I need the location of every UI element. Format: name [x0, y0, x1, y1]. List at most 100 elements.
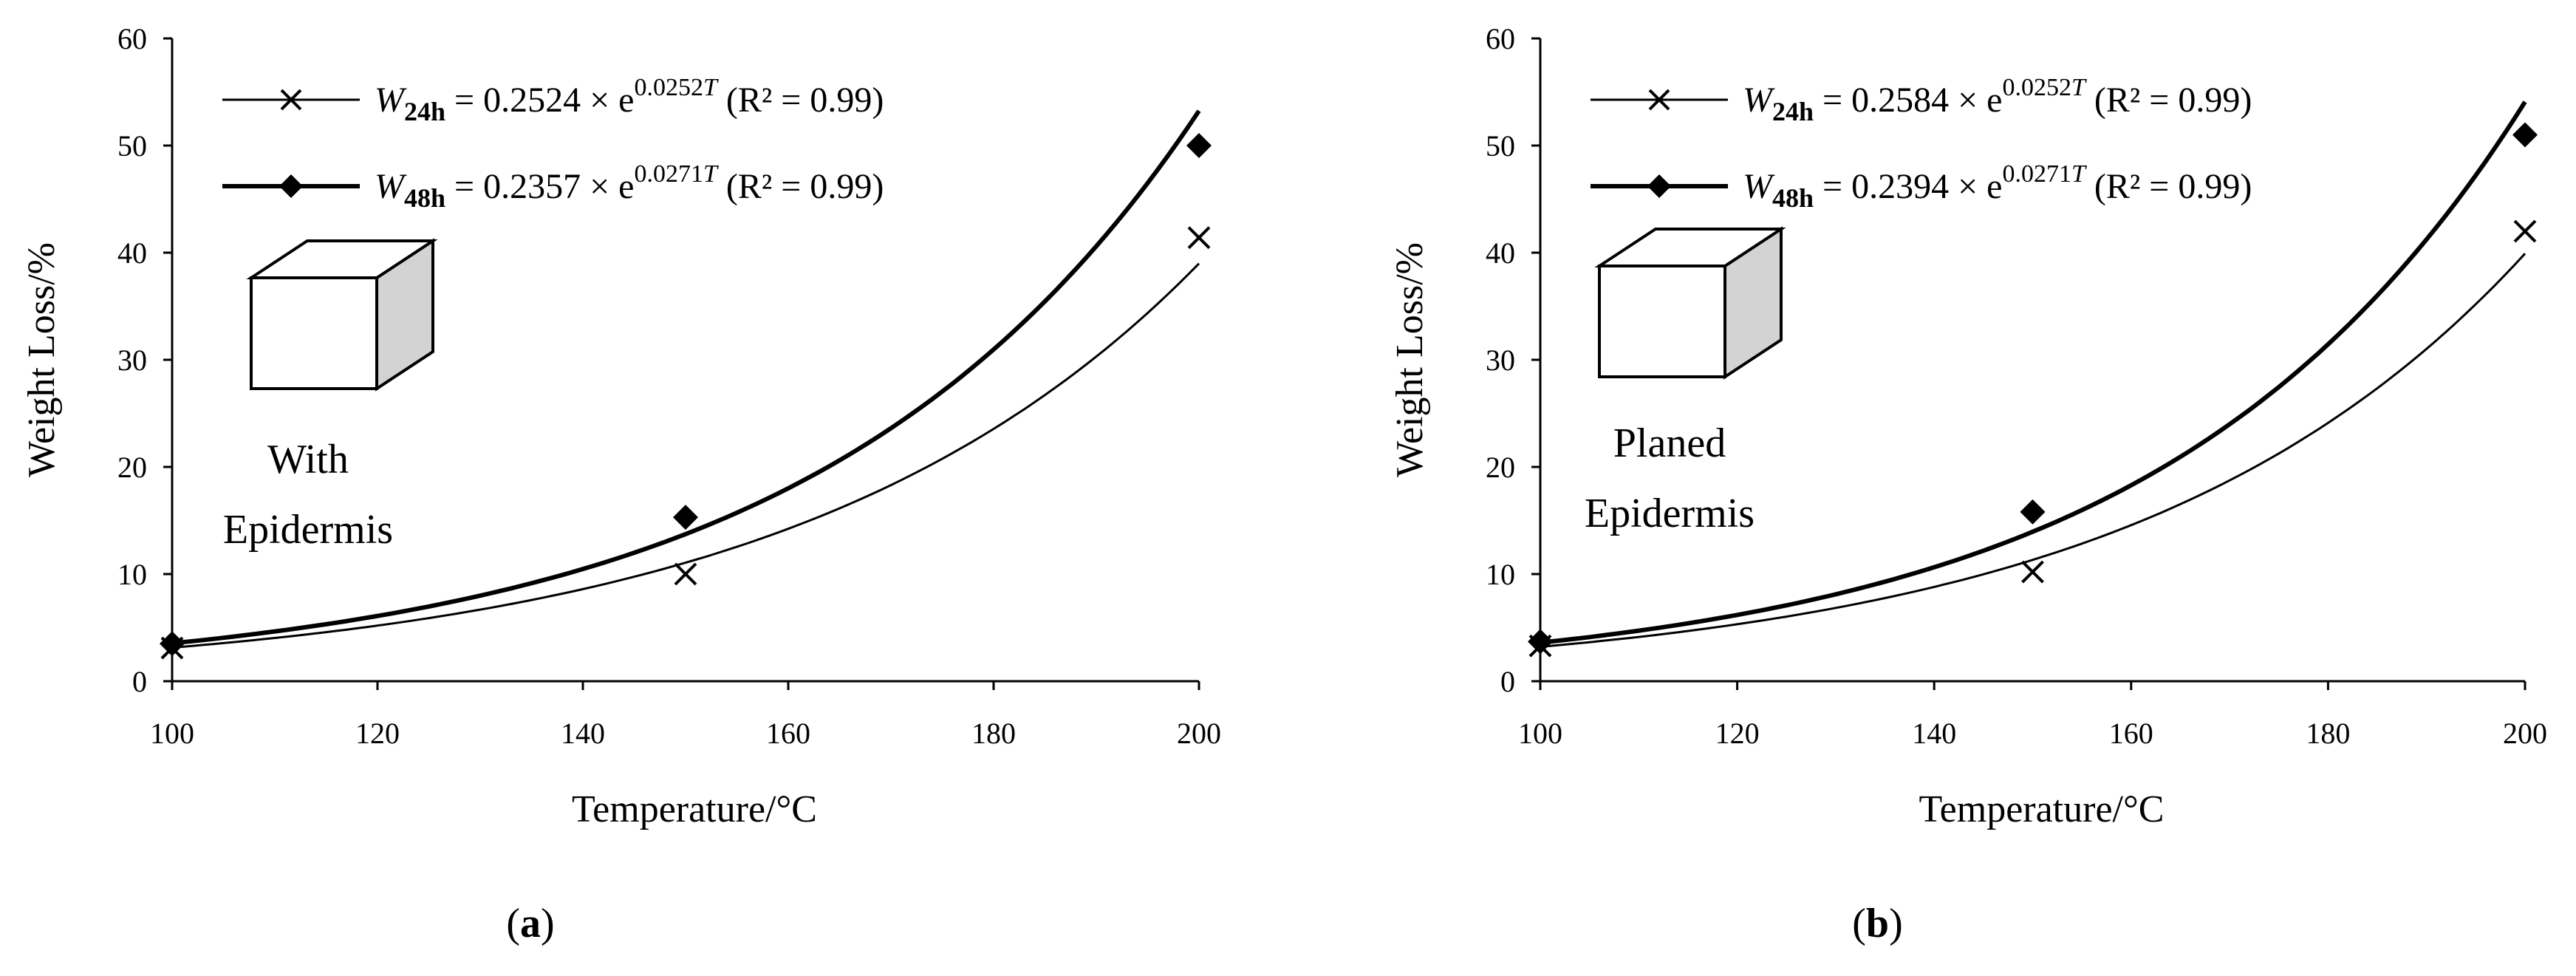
planed-cube-icon: [1594, 226, 1786, 380]
data-point-W48h: [1528, 629, 1553, 655]
data-point-W24h: [1187, 226, 1211, 250]
x-tick-label: 140: [1912, 717, 1956, 750]
y-tick-label: 40: [117, 236, 147, 270]
data-point-W48h: [2020, 499, 2046, 525]
x-marker-stroke: [1187, 226, 1211, 250]
x-axis-label: Temperature/°C: [1919, 788, 2165, 830]
caption-letter: b: [1866, 901, 1889, 946]
caption-paren: ): [1889, 901, 1903, 946]
legend-exponent-variable: T: [703, 74, 719, 101]
x-tick-label: 180: [2306, 717, 2350, 750]
y-tick-label: 60: [117, 22, 147, 55]
legend-equation: W24h = 0.2524 × e0.0252T (R² = 0.99): [375, 74, 884, 126]
legend-r2: (R² = 0.99): [2085, 81, 2252, 120]
y-axis-label: Weight Loss/%: [21, 242, 63, 477]
legend-exponent: 0.0252: [2002, 74, 2071, 101]
x-tick-label: 200: [2503, 717, 2547, 750]
legend-exponent: 0.0271: [2002, 160, 2071, 188]
x-tick-label: 160: [2109, 717, 2153, 750]
panel-caption: (b): [1852, 901, 1902, 946]
x-marker-stroke: [674, 562, 697, 586]
legend-exponent: 0.0271: [634, 160, 703, 188]
legend-subscript: 48h: [404, 183, 445, 213]
fit-curve-W24h: [171, 262, 1200, 649]
data-point-W24h: [2021, 560, 2044, 584]
legend-subscript: 24h: [404, 97, 445, 126]
y-tick-label: 40: [1486, 236, 1515, 270]
y-tick-label: 0: [132, 665, 147, 698]
legend-entry-W24h: W24h = 0.2524 × e0.0252T (R² = 0.99): [222, 74, 884, 126]
x-axis-label: Temperature/°C: [572, 788, 817, 830]
y-tick-label: 30: [1486, 344, 1515, 377]
x-marker-stroke: [2021, 560, 2044, 584]
legend-subscript: 24h: [1772, 97, 1814, 126]
legend-symbol: W: [375, 81, 407, 120]
legend-exponent-variable: T: [703, 160, 719, 188]
legend-subscript: 48h: [1772, 183, 1814, 213]
legend-equation: W48h = 0.2394 × e0.0271T (R² = 0.99): [1743, 160, 2252, 213]
y-tick-label: 30: [117, 344, 147, 377]
x-tick-label: 140: [561, 717, 605, 750]
legend-diamond-marker: [279, 174, 303, 198]
x-tick-label: 120: [1715, 717, 1760, 750]
y-tick-label: 20: [1486, 451, 1515, 484]
y-tick-label: 60: [1486, 22, 1515, 55]
legend-symbol: W: [1743, 167, 1775, 206]
cube-front-face: [250, 276, 378, 390]
x-tick-label: 120: [355, 717, 400, 750]
data-point-W48h: [160, 631, 185, 657]
legend-entry-W24h: W24h = 0.2584 × e0.0252T (R² = 0.99): [1591, 74, 2252, 126]
legend-symbol: W: [375, 167, 407, 206]
cube-top-face: [246, 239, 438, 279]
legend-r2: (R² = 0.99): [717, 167, 884, 206]
legend-exponent: 0.0252: [634, 74, 703, 101]
x-marker-stroke: [2513, 219, 2537, 243]
legend-symbol: W: [1743, 81, 1775, 120]
cube-top-face: [1594, 228, 1786, 267]
specimen-label: Epidermis: [1585, 491, 1755, 536]
fit-curve-W24h: [1540, 253, 2527, 648]
y-tick-label: 0: [1500, 665, 1515, 698]
data-point-W24h: [2513, 219, 2537, 243]
fit-curve-W48h: [1540, 100, 2527, 645]
legend-r2: (R² = 0.99): [2085, 167, 2252, 206]
legend-entry-W48h: W48h = 0.2394 × e0.0271T (R² = 0.99): [1591, 160, 2252, 213]
x-tick-label: 100: [1518, 717, 1562, 750]
legend-equation-body: = 0.2584 × e: [1814, 81, 2002, 120]
legend-equation: W48h = 0.2357 × e0.0271T (R² = 0.99): [375, 160, 884, 213]
specimen-label: Planed: [1613, 420, 1726, 466]
chart-panel-b: 0 10 20 30 40 50 60 100 120 140 160 180 200 Temperatu…: [1389, 22, 2547, 946]
planed-cube-icon: [246, 238, 438, 392]
y-axis-label: Weight Loss/%: [1389, 242, 1431, 477]
legend-equation-body: = 0.2394 × e: [1814, 167, 2002, 206]
legend-equation: W24h = 0.2584 × e0.0252T (R² = 0.99): [1743, 74, 2252, 126]
x-tick-label: 200: [1177, 717, 1221, 750]
x-tick-label: 100: [150, 717, 194, 750]
y-tick-label: 10: [117, 558, 147, 591]
legend-r2: (R² = 0.99): [717, 81, 884, 120]
legend-exponent-variable: T: [2071, 74, 2087, 101]
caption-paren: (: [506, 901, 520, 946]
specimen-label: Epidermis: [223, 507, 393, 553]
legend-x-marker: [280, 89, 302, 111]
panel-caption: (a): [506, 901, 554, 946]
legend-equation-body: = 0.2357 × e: [445, 167, 634, 206]
legend-exponent-variable: T: [2071, 160, 2087, 188]
specimen-label: With: [267, 437, 349, 482]
legend-diamond-marker: [1647, 174, 1671, 198]
y-tick-label: 20: [117, 451, 147, 484]
fit-curve-W48h: [171, 109, 1201, 646]
x-tick-label: 160: [766, 717, 810, 750]
caption-paren: ): [541, 901, 555, 946]
legend-equation-body: = 0.2524 × e: [445, 81, 634, 120]
data-point-W48h: [2512, 122, 2538, 148]
legend-x-marker: [1648, 89, 1670, 111]
caption-letter: a: [520, 901, 541, 946]
caption-paren: (: [1852, 901, 1866, 946]
data-point-W24h: [674, 562, 697, 586]
x-tick-label: 180: [971, 717, 1016, 750]
y-tick-label: 10: [1486, 558, 1515, 591]
data-point-W48h: [1186, 133, 1212, 158]
chart-panel-a: 0 10 20 30 40 50 60 100 120 140 160 180 200 Temperatu…: [21, 22, 1221, 946]
